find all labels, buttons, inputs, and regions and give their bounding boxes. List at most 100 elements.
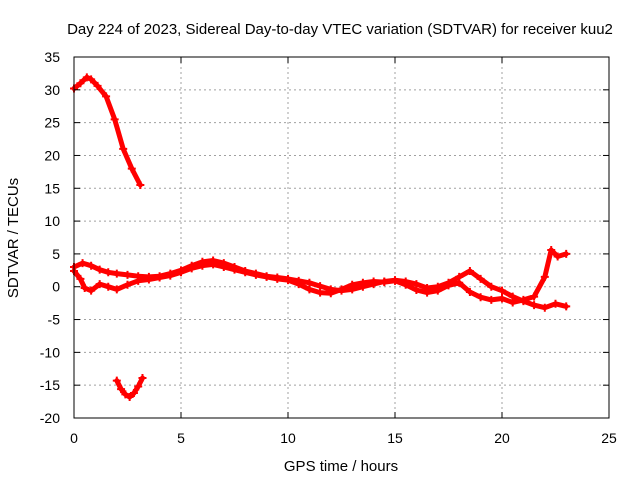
data-point (144, 275, 153, 284)
data-point (187, 264, 196, 273)
data-point (76, 274, 85, 283)
data-point (123, 280, 132, 289)
data-point (104, 282, 113, 291)
data-point (112, 285, 121, 294)
data-point (121, 390, 130, 399)
data-point (294, 280, 303, 289)
x-axis-title: GPS time / hours (284, 458, 398, 475)
data-point (326, 289, 335, 298)
data-point (380, 278, 389, 287)
data-point (119, 144, 128, 153)
x-tick-label: 20 (494, 430, 510, 446)
x-tick-label: 5 (177, 430, 185, 446)
data-point (465, 266, 474, 275)
data-point (166, 271, 175, 280)
data-point (198, 261, 207, 270)
y-tick-label: -5 (48, 312, 61, 328)
x-tick-label: 0 (70, 430, 78, 446)
data-point (337, 285, 346, 294)
data-point (230, 265, 239, 274)
y-tick-label: 5 (52, 246, 60, 262)
data-point (123, 270, 132, 279)
data-point (112, 376, 121, 385)
data-point (519, 295, 528, 304)
y-tick-label: 0 (52, 279, 60, 295)
data-point (455, 278, 464, 287)
data-point (127, 164, 136, 173)
y-tick-label: -10 (40, 344, 60, 360)
data-point (87, 261, 96, 270)
y-tick-label: 35 (44, 49, 60, 65)
data-point (530, 301, 539, 310)
data-point (487, 295, 496, 304)
data-point (498, 294, 506, 303)
x-tick-label: 15 (387, 430, 403, 446)
data-point (369, 277, 378, 286)
y-tick-label: -20 (40, 410, 60, 426)
data-point (412, 286, 421, 295)
y-tick-label: 25 (44, 115, 60, 131)
data-point (117, 385, 126, 394)
data-point (134, 276, 143, 285)
y-axis-title: SDTVAR / TECUs (5, 178, 22, 298)
data-point (498, 286, 506, 295)
data-point (219, 263, 228, 272)
data-point (102, 92, 111, 101)
data-point (134, 382, 143, 391)
data-point (273, 274, 282, 283)
y-tick-label: 20 (44, 147, 60, 163)
data-point (358, 278, 367, 287)
data-point (125, 392, 134, 401)
data-point (284, 276, 292, 285)
data-point (423, 288, 432, 297)
data-point (465, 287, 474, 296)
data-point (508, 298, 517, 307)
plot-frame (73, 56, 610, 419)
data-point (87, 286, 96, 295)
data-point (316, 288, 325, 297)
data-point (487, 282, 496, 291)
data-point (155, 273, 164, 282)
data-point (551, 299, 560, 308)
data-point (76, 79, 85, 88)
data-point (433, 286, 442, 295)
data-point (112, 269, 121, 278)
data-point (136, 180, 145, 189)
tick-layer: 0 5 10 15 20 25 -20 -15 -10 -5 0 5 10 15 20 25 30 35 (40, 49, 617, 446)
data-point (209, 260, 218, 269)
data-point (305, 285, 314, 294)
data-point (540, 272, 549, 281)
data-point (104, 268, 113, 277)
data-point (391, 276, 399, 285)
data-point (251, 270, 260, 279)
data-point (262, 272, 271, 281)
data-point (476, 274, 485, 283)
data-point (562, 302, 571, 311)
y-tick-label: -15 (40, 377, 60, 393)
chart-title: Day 224 of 2023, Sidereal Day-to-day VTE… (67, 21, 613, 38)
data-point (177, 268, 185, 277)
data-point (476, 293, 485, 302)
data-point (82, 73, 91, 82)
y-tick-label: 15 (44, 180, 60, 196)
data-point (444, 281, 453, 290)
data-point (562, 249, 571, 258)
grid-layer (74, 57, 609, 418)
data-point (553, 252, 562, 261)
data-point (348, 280, 357, 289)
data-point (80, 284, 89, 293)
data-point (241, 268, 250, 277)
data-point (110, 115, 119, 124)
data-point (87, 75, 96, 84)
data-point (138, 373, 147, 382)
data-point (95, 280, 104, 289)
data-point (95, 265, 104, 274)
data-point (540, 303, 549, 312)
data-point (129, 389, 138, 398)
data-point (547, 245, 556, 254)
y-tick-label: 10 (44, 213, 60, 229)
x-tick-label: 10 (280, 430, 296, 446)
data-point (401, 280, 410, 289)
series-line-high-arc (71, 74, 143, 188)
